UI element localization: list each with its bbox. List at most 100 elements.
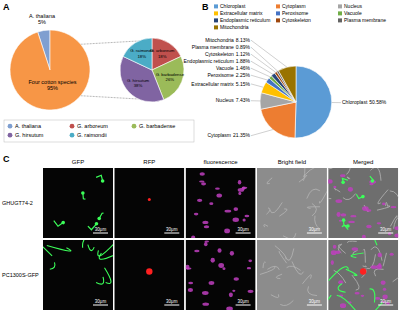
chloroplast-signal bbox=[328, 179, 332, 183]
chloroplast-signal bbox=[377, 222, 382, 224]
chloroplast-signal bbox=[191, 235, 195, 238]
scale-bar bbox=[236, 305, 251, 306]
panel-b: BChloroplastCytoplasmNucleusExtracellula… bbox=[184, 2, 387, 138]
legend-box bbox=[4, 120, 194, 142]
legend-label: A. thaliana bbox=[15, 123, 42, 129]
chloroplast-signal bbox=[194, 250, 199, 252]
row-label: PC1300S-GFP bbox=[2, 272, 39, 278]
legend-label: Mitochondria bbox=[220, 24, 249, 30]
cell-wall bbox=[328, 194, 331, 199]
chloroplast-signal bbox=[378, 253, 383, 257]
micrograph-image: 30μm bbox=[186, 168, 256, 239]
chloroplast-signal bbox=[366, 209, 371, 211]
cell-wall bbox=[347, 241, 356, 243]
legend-label: G. raimondii bbox=[77, 132, 107, 138]
chloroplast-signal bbox=[230, 251, 234, 256]
micrograph-image: 30μm bbox=[318, 232, 400, 315]
chloroplast-signal bbox=[340, 303, 346, 308]
leader-line bbox=[251, 130, 273, 136]
gfp-signal bbox=[361, 195, 365, 199]
chloroplast-signal bbox=[371, 265, 378, 269]
legend-label: Endoplasmic reticulum bbox=[220, 17, 270, 23]
scale-bar-label: 30μm bbox=[95, 227, 107, 232]
image-content bbox=[328, 240, 398, 310]
data-label: Endoplasmic reticulum1.88% bbox=[184, 58, 251, 64]
scale-bar-label: 30μm bbox=[380, 299, 392, 304]
scale-bar bbox=[93, 233, 108, 234]
data-label-value: 1.46% bbox=[236, 65, 251, 71]
micrograph-image: 30μm bbox=[114, 168, 184, 238]
data-label: Peroxisome2.25% bbox=[207, 72, 250, 78]
image-background bbox=[257, 240, 327, 310]
cell-wall bbox=[393, 271, 399, 282]
gfp-signal bbox=[96, 277, 104, 284]
column-header: Merged bbox=[353, 159, 373, 165]
gfp-signal bbox=[81, 191, 85, 195]
pie-slice bbox=[10, 30, 90, 110]
chloroplast-signal bbox=[233, 217, 239, 221]
data-label-value: 0.89% bbox=[236, 44, 251, 50]
data-label: Cytoplasm21.35% bbox=[207, 132, 250, 138]
legend-label: Cytoskeleton bbox=[282, 17, 311, 23]
micrograph-image: 30μm bbox=[114, 240, 184, 310]
data-label-value: 21.35% bbox=[233, 132, 251, 138]
legend-swatch bbox=[214, 18, 218, 22]
row-label: GHUGT74-2 bbox=[2, 200, 33, 206]
legend-label: Vacuole bbox=[344, 10, 362, 16]
cell-wall bbox=[363, 266, 367, 267]
legend-label: Chloroplast bbox=[220, 3, 246, 9]
chloroplast-signal bbox=[350, 215, 356, 217]
scale-bar bbox=[164, 305, 179, 306]
image-content bbox=[328, 168, 398, 238]
gfp-signal bbox=[97, 217, 101, 221]
cell-wall bbox=[347, 177, 350, 179]
gfp-signal bbox=[372, 240, 377, 245]
chloroplast-signal bbox=[242, 187, 247, 189]
cell-wall bbox=[319, 191, 326, 203]
chloroplast-signal bbox=[341, 213, 347, 216]
chloroplast-signal bbox=[202, 221, 208, 224]
chloroplast-signal bbox=[242, 186, 246, 189]
data-label: Extracellular matrix5.15% bbox=[191, 81, 250, 87]
data-label: Cytoskeleton1.12% bbox=[205, 51, 251, 57]
cell-wall bbox=[276, 274, 282, 278]
chloroplast-signal bbox=[340, 174, 346, 177]
cell-wall bbox=[257, 288, 258, 291]
data-label-name: Vacuole bbox=[216, 65, 234, 71]
gfp-signal bbox=[337, 295, 357, 310]
panel-c: CGFPRFPfluorescenceBright fieldMergedGHU… bbox=[2, 154, 400, 315]
image-background bbox=[43, 240, 113, 310]
data-label-value: 1.88% bbox=[236, 58, 251, 64]
chloroplast-signal bbox=[352, 247, 359, 250]
chloroplast-signal bbox=[348, 221, 355, 223]
scale-bar-label: 30μm bbox=[309, 227, 321, 232]
micrograph-image: 30μm bbox=[257, 166, 327, 239]
cell-wall bbox=[386, 202, 388, 206]
chloroplast-signal bbox=[378, 263, 381, 268]
gfp-signal bbox=[47, 245, 71, 251]
data-label-name: Cytoplasm bbox=[207, 132, 231, 138]
legend-swatch bbox=[214, 4, 218, 8]
chloroplast-signal bbox=[248, 260, 252, 263]
chloroplast-signal bbox=[394, 226, 398, 230]
chloroplast-signal bbox=[331, 260, 334, 265]
legend-label: Cytoplasm bbox=[282, 3, 306, 9]
cell-wall bbox=[371, 168, 381, 181]
data-label-name: Endoplasmic reticulum bbox=[184, 58, 234, 64]
chloroplast-signal bbox=[200, 172, 205, 176]
chloroplast-signal bbox=[348, 187, 353, 192]
legend-swatch bbox=[276, 18, 280, 22]
chloroplast-signal bbox=[197, 199, 202, 202]
cell-wall bbox=[260, 267, 275, 275]
chloroplast-signal bbox=[247, 267, 251, 269]
cell-wall bbox=[266, 208, 270, 214]
chloroplast-signal bbox=[366, 225, 372, 229]
pie-slice bbox=[123, 38, 152, 70]
gfp-signal bbox=[101, 179, 105, 183]
gfp-signal bbox=[95, 222, 99, 226]
cell-wall bbox=[270, 202, 282, 213]
chloroplast-signal bbox=[238, 180, 241, 185]
panel-a: AA. thaliana5%Four cotton species95%G. a… bbox=[3, 2, 194, 142]
gfp-signal bbox=[98, 242, 113, 256]
data-label-value: 1.12% bbox=[236, 51, 251, 57]
